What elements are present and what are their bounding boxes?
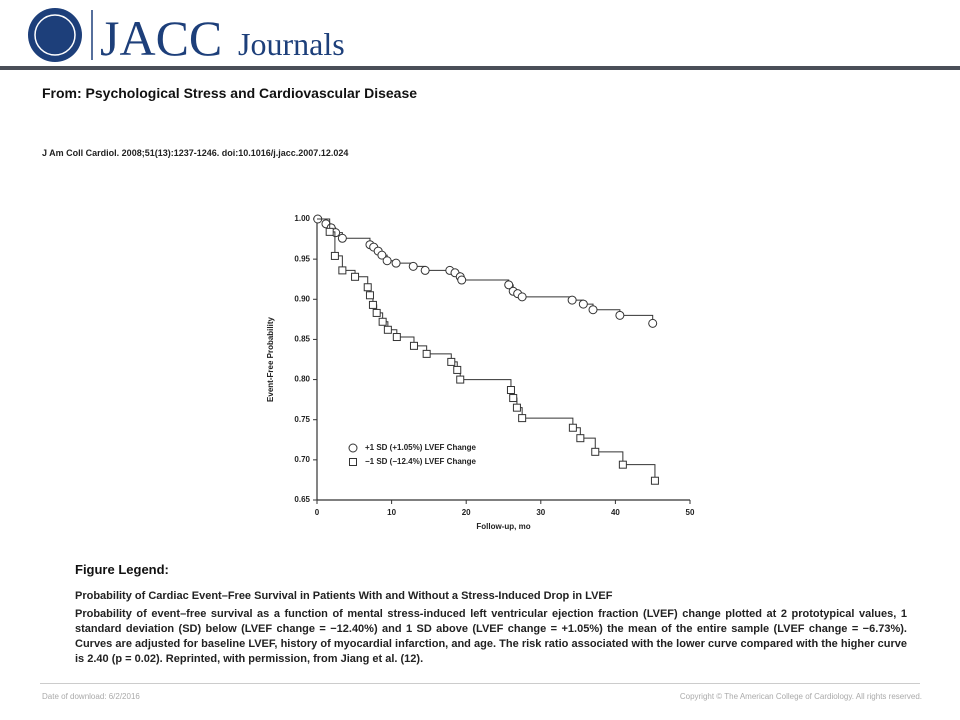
logo-seal [28,8,82,62]
censor-marker [578,299,588,309]
y-tick-label: 0.85 [294,335,310,344]
censor-marker [648,318,658,328]
censor-marker [420,265,430,275]
censor-marker [615,310,625,320]
censor-marker [337,233,347,243]
legend-marker [349,458,357,466]
citation: J Am Coll Cardiol. 2008;51(13):1237-1246… [42,148,349,158]
censor-marker [363,283,372,292]
x-tick-label: 30 [536,508,545,517]
logo-seal-ring [34,14,76,56]
censor-marker [509,394,518,403]
logo-main: JACC [100,10,222,66]
censor-marker [504,280,514,290]
censor-marker [588,305,598,315]
censor-marker [392,333,401,342]
from-title: From: Psychological Stress and Cardiovas… [42,85,418,101]
x-axis-label: Follow-up, mo [476,522,530,531]
y-tick-label: 0.95 [294,254,310,263]
legend-label: +1 SD (+1.05%) LVEF Change [365,443,477,452]
censor-marker [591,447,600,456]
x-tick-label: 50 [686,508,695,517]
y-tick-label: 0.75 [294,415,310,424]
chart: 0.65 0.70 0.75 0.80 0.85 0.90 0.95 1.00 0 10 20 30 4… [266,214,695,531]
censor-marker [506,386,515,395]
censor-marker [567,295,577,305]
y-axis-label: Event-Free Probability [266,317,275,402]
y-tick-label: 1.00 [294,214,310,223]
censor-marker [568,423,577,432]
censor-marker [512,403,521,412]
censor-marker [576,434,585,443]
header: JACC Journals [0,8,960,70]
survival-curve [317,218,656,481]
censor-marker [372,308,381,317]
censor-marker [383,325,392,334]
legend-heading: Figure Legend: [75,562,169,577]
logo-sub: Journals [238,26,345,62]
footer-rule [40,683,920,684]
x-tick-label: 0 [315,508,320,517]
censor-marker [517,292,527,302]
censor-marker [338,266,347,275]
censor-marker [378,317,387,326]
censor-marker [618,460,627,469]
y-tick-label: 0.65 [294,495,310,504]
x-tick-label: 10 [387,508,396,517]
legend-body: Probability of event–free survival as a … [75,608,907,665]
header-rule [0,66,960,70]
censor-marker [368,300,377,309]
x-tick-label: 40 [611,508,620,517]
censor-marker [365,291,374,300]
censor-marker [409,341,418,350]
censor-marker [377,250,387,260]
footer-date: Date of download: 6/2/2016 [42,692,140,701]
censor-marker [330,251,339,260]
censor-marker [382,256,392,266]
censor-marker [457,275,467,285]
y-tick-label: 0.90 [294,294,310,303]
censor-marker [391,258,401,268]
x-tick-label: 20 [462,508,471,517]
censor-marker [422,349,431,358]
legend-title: Probability of Cardiac Event–Free Surviv… [75,590,613,602]
censor-marker [447,357,456,366]
censor-marker [453,365,462,374]
y-tick-label: 0.80 [294,375,310,384]
legend-marker [348,443,358,453]
survival-curve [317,218,654,324]
legend-label: −1 SD (−12.4%) LVEF Change [365,457,477,466]
censor-marker [325,227,334,236]
censor-marker [351,272,360,281]
censor-marker [518,414,527,423]
censor-marker [650,476,659,485]
censor-marker [408,261,418,271]
footer-copyright: Copyright © The American College of Card… [679,692,922,701]
censor-marker [456,375,465,384]
y-tick-label: 0.70 [294,455,310,464]
